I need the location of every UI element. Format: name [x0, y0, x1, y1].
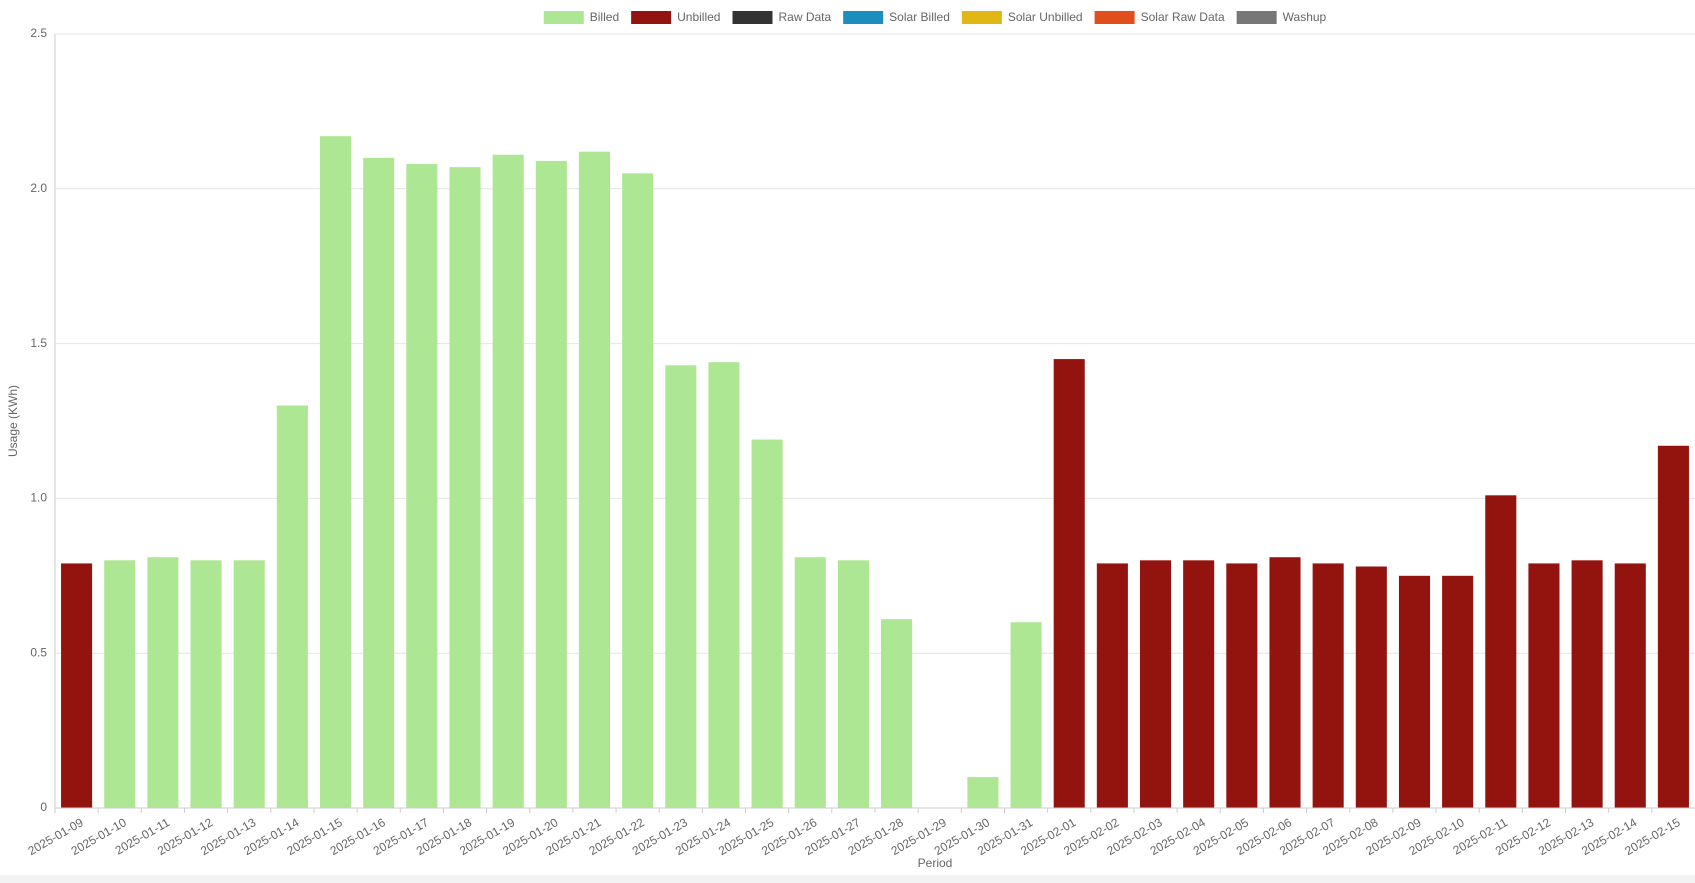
legend-swatch: [961, 11, 1002, 24]
bar: [1355, 566, 1387, 808]
y-tick-label: 1.5: [30, 336, 47, 350]
y-axis-title: Usage (KWh): [6, 385, 20, 457]
bar: [1657, 445, 1689, 808]
bar: [276, 405, 308, 808]
bar: [61, 563, 93, 808]
bar: [363, 157, 395, 809]
y-tick-label: 2.0: [30, 181, 47, 195]
bar: [708, 362, 740, 808]
bar: [578, 151, 611, 808]
bar: [751, 439, 783, 808]
bar: [1269, 557, 1301, 808]
bar: [233, 560, 265, 808]
bar: [1571, 560, 1603, 808]
y-tick-label: 0.5: [30, 645, 47, 659]
bar: [665, 365, 697, 808]
bar: [1226, 563, 1258, 808]
y-tick-label: 2.5: [30, 26, 47, 40]
bar: [535, 160, 567, 808]
y-tick-label: 0: [40, 800, 47, 814]
legend-swatch: [843, 11, 884, 24]
legend-label: Solar Raw Data: [1141, 10, 1225, 24]
bar: [881, 619, 913, 808]
bar: [319, 136, 352, 809]
bar: [622, 173, 654, 808]
bar: [1614, 563, 1646, 808]
bar: [837, 560, 869, 808]
legend-swatch: [732, 11, 773, 24]
bar: [1183, 560, 1215, 808]
bar: [1442, 575, 1474, 808]
y-tick-label: 1.0: [30, 491, 47, 505]
bar: [1485, 495, 1517, 808]
legend-swatch: [1236, 11, 1277, 24]
legend-swatch: [1094, 11, 1135, 24]
bar: [794, 557, 826, 808]
bar: [1010, 622, 1042, 808]
legend-label: Solar Unbilled: [1008, 10, 1083, 24]
legend-label: Solar Billed: [889, 10, 950, 24]
bar: [406, 164, 438, 809]
legend-swatch: [631, 11, 672, 24]
legend-label: Raw Data: [778, 10, 831, 24]
bar: [449, 167, 481, 809]
bar: [1398, 575, 1431, 808]
bar: [147, 557, 179, 808]
bar: [492, 154, 524, 808]
bar: [104, 560, 136, 808]
legend-swatch: [543, 11, 584, 24]
x-axis-title: Period: [918, 856, 953, 870]
bar: [1096, 563, 1128, 808]
bar: [1312, 563, 1344, 808]
legend-label: Billed: [590, 10, 619, 24]
bar: [190, 560, 222, 808]
bar: [1528, 563, 1560, 808]
legend-label: Washup: [1283, 10, 1327, 24]
bar: [1139, 560, 1172, 808]
bar: [1053, 359, 1085, 808]
legend-label: Unbilled: [677, 10, 720, 24]
bar: [967, 777, 999, 808]
